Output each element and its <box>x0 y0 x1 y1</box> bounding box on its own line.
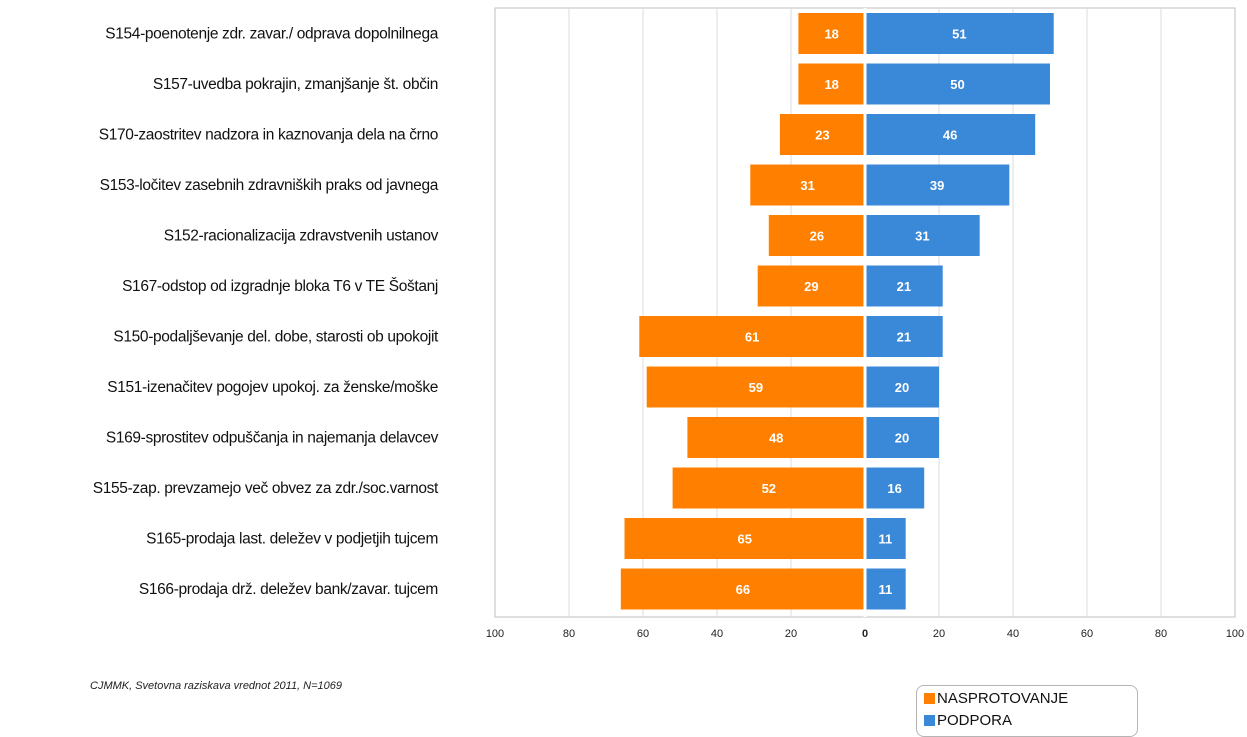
data-label-nasprotovanje: 65 <box>738 532 752 547</box>
category-label: S170-zaostritev nadzora in kaznovanja de… <box>99 127 438 144</box>
data-label-podpora: 20 <box>895 380 909 395</box>
bar-podpora <box>865 63 1050 105</box>
data-label-podpora: 39 <box>930 178 944 193</box>
data-label-nasprotovanje: 52 <box>762 481 776 496</box>
x-tick-label: 40 <box>1007 628 1019 640</box>
data-label-podpora: 20 <box>895 431 909 446</box>
data-label-podpora: 50 <box>950 77 964 92</box>
bar-nasprotovanje <box>620 568 865 610</box>
bar-podpora <box>865 568 906 610</box>
category-label: S150-podaljševanje del. dobe, starosti o… <box>113 329 439 346</box>
x-tick-label: 100 <box>1226 628 1244 640</box>
data-label-podpora: 46 <box>943 128 957 143</box>
legend: NASPROTOVANJE PODPORA <box>916 685 1138 737</box>
category-label: S169-sprostitev odpuščanja in najemanja … <box>106 430 439 447</box>
data-label-nasprotovanje: 31 <box>800 178 814 193</box>
bar-nasprotovanje <box>672 467 865 509</box>
x-tick-label: 60 <box>637 628 649 640</box>
bar-podpora <box>865 467 925 509</box>
bar-nasprotovanje <box>639 316 865 357</box>
x-tick-label: 20 <box>933 628 945 640</box>
x-tick-labels: 100 80 60 40 20 0 20 40 60 80 100 <box>486 628 1244 640</box>
gridlines <box>568 8 1162 617</box>
data-label-podpora: 51 <box>952 27 966 42</box>
bar-nasprotovanje <box>798 63 865 105</box>
category-label: S155-zap. prevzamejo več obvez za zdr./s… <box>93 480 439 497</box>
bar-podpora <box>865 518 906 559</box>
bar-podpora <box>865 265 943 307</box>
category-labels: S154-poenotenje zdr. zavar./ odprava dop… <box>93 26 440 599</box>
bar-nasprotovanje <box>779 114 865 155</box>
bar-nasprotovanje <box>798 13 865 54</box>
bar-nasprotovanje <box>646 366 865 408</box>
x-tick-label: 40 <box>711 628 723 640</box>
x-tick-label: 0 <box>862 628 868 640</box>
bar-podpora <box>865 417 939 458</box>
bar-nasprotovanje <box>624 518 865 559</box>
legend-item-nasprotovanje: NASPROTOVANJE <box>924 687 1137 709</box>
category-label: S167-odstop od izgradnje bloka T6 v TE Š… <box>122 278 438 295</box>
data-label-nasprotovanje: 26 <box>810 229 824 244</box>
bar-nasprotovanje <box>687 417 865 458</box>
bar-podpora <box>865 215 980 256</box>
data-label-podpora: 16 <box>887 481 901 496</box>
data-label-nasprotovanje: 18 <box>824 27 838 42</box>
category-label: S157-uvedba pokrajin, zmanjšanje št. obč… <box>153 76 438 93</box>
data-label-nasprotovanje: 59 <box>749 380 763 395</box>
bar-nasprotovanje <box>757 265 865 307</box>
diverging-bar-chart: 18 51 18 50 23 46 31 39 26 31 29 21 61 21 59 20 48 20 52 16… <box>93 7 1244 640</box>
bar-nasprotovanje <box>768 215 865 256</box>
category-label: S165-prodaja last. deležev v podjetjih t… <box>146 531 438 548</box>
legend-item-podpora: PODPORA <box>924 709 1137 731</box>
data-label-nasprotovanje: 66 <box>736 582 750 597</box>
data-label-nasprotovanje: 48 <box>769 431 783 446</box>
category-label: S153-ločitev zasebnih zdravniških praks … <box>100 177 439 194</box>
category-label: S152-racionalizacija zdravstvenih ustano… <box>164 228 439 245</box>
bar-podpora <box>865 164 1010 206</box>
legend-label-podpora: PODPORA <box>937 711 1013 729</box>
data-label-nasprotovanje: 61 <box>745 330 759 345</box>
data-label-nasprotovanje: 18 <box>824 77 838 92</box>
data-label-podpora: 11 <box>878 582 892 597</box>
bar-podpora <box>865 366 939 408</box>
data-label-nasprotovanje: 29 <box>804 279 818 294</box>
x-tick-label: 20 <box>785 628 797 640</box>
bar-podpora <box>865 316 943 357</box>
x-tick-label: 60 <box>1081 628 1093 640</box>
legend-swatch-nasprotovanje <box>924 692 935 704</box>
data-label-podpora: 21 <box>897 330 911 345</box>
data-label-podpora: 11 <box>878 532 892 547</box>
bar-podpora <box>865 13 1054 54</box>
category-label: S151-izenačitev pogojev upokoj. za žensk… <box>107 379 438 396</box>
x-tick-label: 100 <box>486 628 504 640</box>
legend-swatch-podpora <box>924 714 935 726</box>
source-note: CJMMK, Svetovna raziskava vrednot 2011, … <box>90 680 343 692</box>
bar-podpora <box>865 114 1036 155</box>
category-label: S166-prodaja drž. deležev bank/zavar. tu… <box>139 581 438 598</box>
data-label-podpora: 31 <box>915 229 929 244</box>
category-label: S154-poenotenje zdr. zavar./ odprava dop… <box>105 26 438 43</box>
legend-label-nasprotovanje: NASPROTOVANJE <box>937 689 1069 707</box>
x-tick-label: 80 <box>563 628 575 640</box>
data-label-nasprotovanje: 23 <box>815 128 829 143</box>
data-label-podpora: 21 <box>897 279 911 294</box>
bars: 18 51 18 50 23 46 31 39 26 31 29 21 61 21 59 20 48 20 52 16… <box>620 13 1054 610</box>
x-tick-label: 80 <box>1155 628 1167 640</box>
bar-nasprotovanje <box>750 164 865 206</box>
